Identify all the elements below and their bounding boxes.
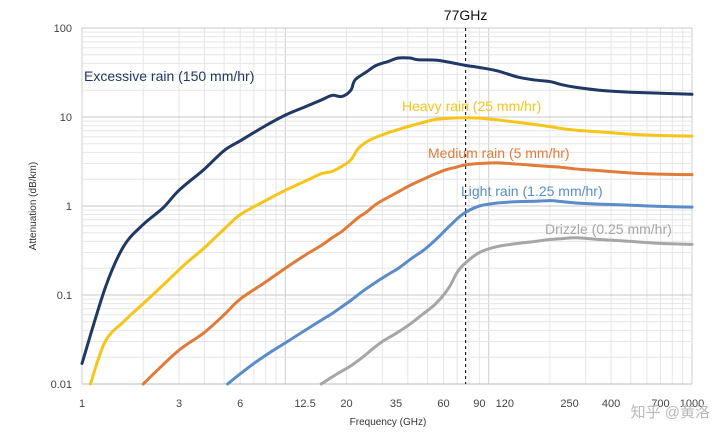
- x-tick-label: 1: [79, 398, 85, 410]
- x-tick-labels: 1 3 6 12.5 20 35 60 90 120 250 400 700 1000: [79, 398, 704, 410]
- y-tick-labels: 100 10 1 0.1 0.01: [51, 23, 72, 391]
- excessive-rain-line: [80, 56, 694, 365]
- watermark: 知乎 @黄洛: [631, 404, 710, 421]
- series-labels: Excessive rain (150 mm/hr) Heavy rain (25…: [84, 68, 672, 237]
- x-tick-label: 400: [602, 398, 620, 410]
- medium-rain-line: [141, 161, 694, 386]
- x-tick-label: 12.5: [294, 398, 315, 410]
- x-axis-label: Frequency (GHz): [350, 417, 427, 428]
- grid-lines: [81, 27, 693, 385]
- x-tick-label: 700: [651, 398, 669, 410]
- x-tick-label: 250: [560, 398, 578, 410]
- x-tick-label: 60: [437, 398, 449, 410]
- medium-rain-label: Medium rain (5 mm/hr): [428, 145, 570, 161]
- series-group: [80, 56, 694, 386]
- x-tick-label: 35: [390, 398, 402, 410]
- light-rain-label: Light rain (1.25 mm/hr): [461, 183, 603, 199]
- drizzle-line: [319, 236, 694, 386]
- y-tick-label: 0.1: [57, 290, 72, 302]
- y-tick-label: 0.01: [51, 379, 72, 391]
- x-tick-label: 3: [176, 398, 182, 410]
- heavy-rain-label: Heavy rain (25 mm/hr): [402, 98, 541, 114]
- y-tick-label: 100: [54, 23, 72, 35]
- x-tick-label: 120: [496, 398, 514, 410]
- heavy-rain-line: [88, 116, 694, 386]
- x-tick-label: 90: [473, 398, 485, 410]
- x-tick-label: 1000: [680, 398, 704, 410]
- y-axis-label: Attenuation (dB/km): [28, 162, 39, 250]
- y-tick-label: 1: [66, 201, 72, 213]
- marker-77ghz-label: 77GHz: [444, 7, 488, 23]
- excessive-rain-label: Excessive rain (150 mm/hr): [84, 68, 254, 84]
- x-tick-label: 20: [340, 398, 352, 410]
- light-rain-line: [226, 199, 694, 386]
- y-tick-label: 10: [60, 112, 72, 124]
- x-tick-label: 6: [237, 398, 243, 410]
- drizzle-label: Drizzle (0.25 mm/hr): [545, 221, 672, 237]
